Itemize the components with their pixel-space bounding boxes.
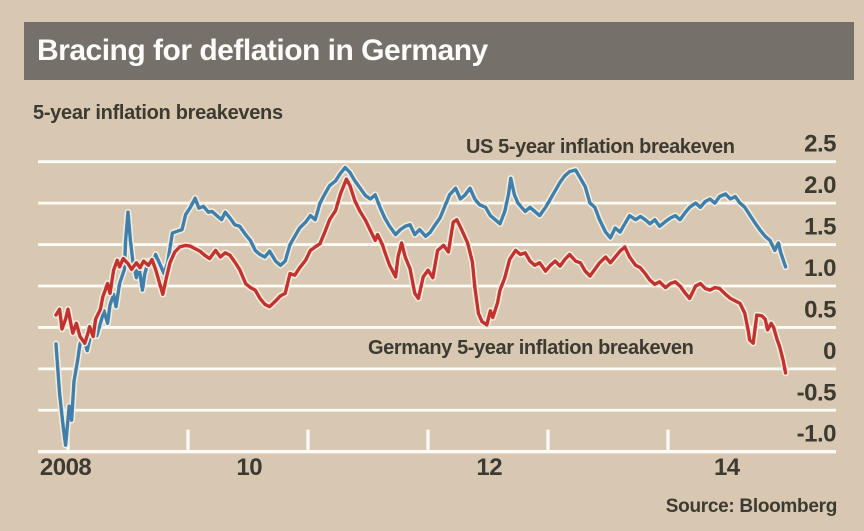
y-axis-label: 0: [823, 338, 836, 365]
x-axis-label: 10: [236, 454, 262, 481]
x-axis-label: 12: [476, 454, 502, 481]
y-axis-label: 1.5: [804, 214, 836, 241]
germany-series-label: Germany 5-year inflation breakeven: [368, 337, 693, 359]
x-axis-labels: 2008 10 12 14: [40, 454, 741, 481]
title-bar: Bracing for deflation in Germany: [24, 22, 854, 80]
y-axis-label: -1.0: [797, 421, 837, 448]
y-axis-label: 1.0: [804, 255, 836, 282]
page-title: Bracing for deflation in Germany: [37, 34, 488, 67]
us-series-label: US 5-year inflation breakeven: [466, 136, 735, 158]
y-axis-label: -0.5: [797, 379, 837, 406]
chart-subtitle: 5-year inflation breakevens: [33, 102, 283, 124]
us-series-halo: [52, 164, 789, 449]
x-axis-label: 14: [714, 454, 741, 481]
y-axis-label: 2.0: [804, 172, 836, 199]
source-credit: Source: Bloomberg: [665, 496, 838, 517]
series-lines: [52, 164, 789, 449]
y-axis-label: 2.5: [804, 131, 836, 158]
y-axis-label: 0.5: [804, 296, 836, 323]
germany-series-line: [54, 177, 788, 375]
x-axis-label: 2008: [40, 454, 92, 481]
y-axis-labels: 2.5 2.0 1.5 1.0 0.5 0 -0.5 -1.0: [797, 131, 837, 448]
x-axis-ticks: [66, 429, 670, 451]
us-series-line: [54, 165, 788, 447]
